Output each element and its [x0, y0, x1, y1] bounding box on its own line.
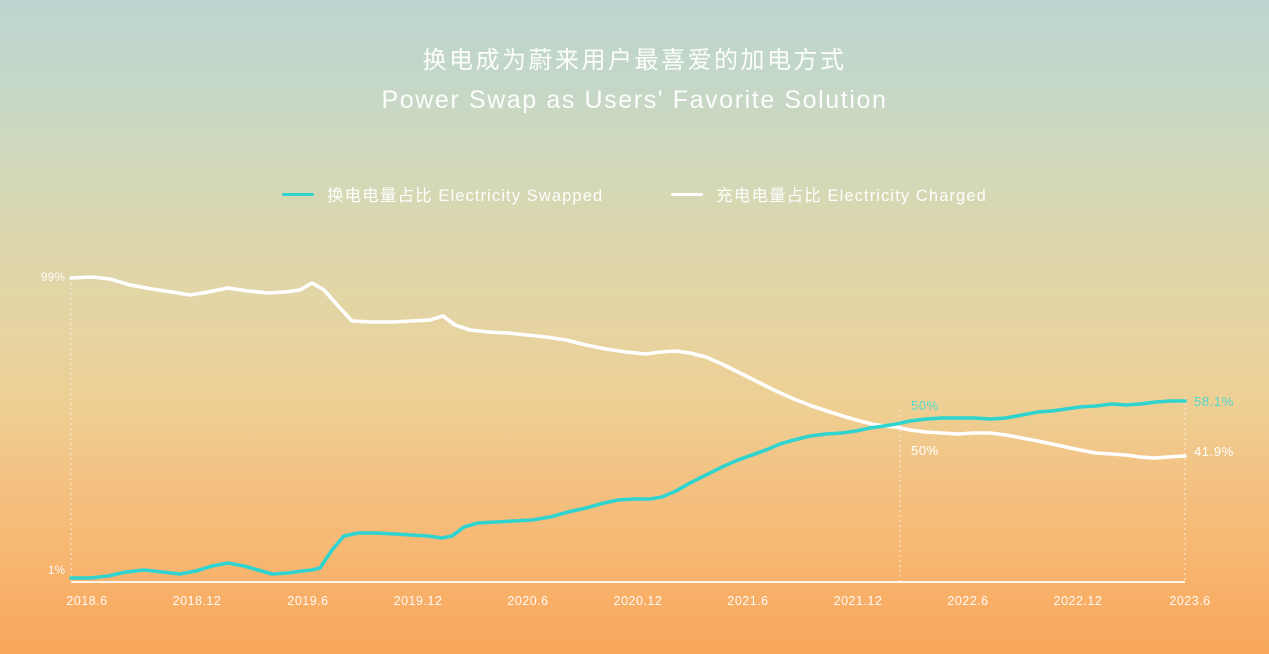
data-label-swapped-mid: 50%	[911, 398, 939, 413]
x-tick-label: 2020.12	[613, 594, 663, 608]
data-label-charged-mid: 50%	[911, 443, 939, 458]
x-tick-label: 2021.6	[727, 594, 769, 608]
x-tick-label: 2020.6	[507, 594, 549, 608]
series-line-swapped	[69, 399, 1187, 580]
legend-item-charged: 充电电量占比 Electricity Charged	[671, 182, 987, 206]
x-axis-tick-labels: 2018.6 2018.12 2019.6 2019.12 2020.6 2020.12 2…	[0, 594, 1269, 614]
legend-item-swapped: 换电电量占比 Electricity Swapped	[282, 182, 603, 206]
x-tick-label: 2021.12	[833, 594, 883, 608]
page-title: 换电成为蔚来用户最喜爱的加电方式 Power Swap as Users' Fa…	[0, 44, 1269, 118]
x-tick-label: 2018.12	[172, 594, 222, 608]
page-title-en: Power Swap as Users' Favorite Solution	[381, 86, 888, 114]
x-tick-label: 2022.6	[947, 594, 989, 608]
x-tick-label: 2019.6	[287, 594, 329, 608]
data-label-swapped-end: 58.1%	[1194, 394, 1234, 409]
legend-label-swapped: 换电电量占比 Electricity Swapped	[327, 187, 604, 205]
series-line-charged	[69, 275, 1187, 460]
x-tick-label: 2023.6	[1169, 594, 1211, 608]
gridlines	[70, 278, 1186, 582]
x-tick-label: 2022.12	[1053, 594, 1103, 608]
data-label-charged-end: 41.9%	[1194, 444, 1234, 459]
legend-label-charged: 充电电量占比 Electricity Charged	[716, 187, 987, 205]
line-swatch-white-icon	[671, 192, 704, 196]
y-axis-label-top: 99%	[41, 272, 66, 284]
chart-legend: 换电电量占比 Electricity Swapped 充电电量占比 Electr…	[0, 182, 1269, 206]
x-tick-label: 2018.6	[66, 594, 108, 608]
x-tick-label: 2019.12	[393, 594, 443, 608]
y-axis-label-bottom: 1%	[48, 565, 66, 577]
line-swatch-cyan-icon	[282, 192, 315, 196]
page-title-cn: 换电成为蔚来用户最喜爱的加电方式	[422, 47, 847, 74]
